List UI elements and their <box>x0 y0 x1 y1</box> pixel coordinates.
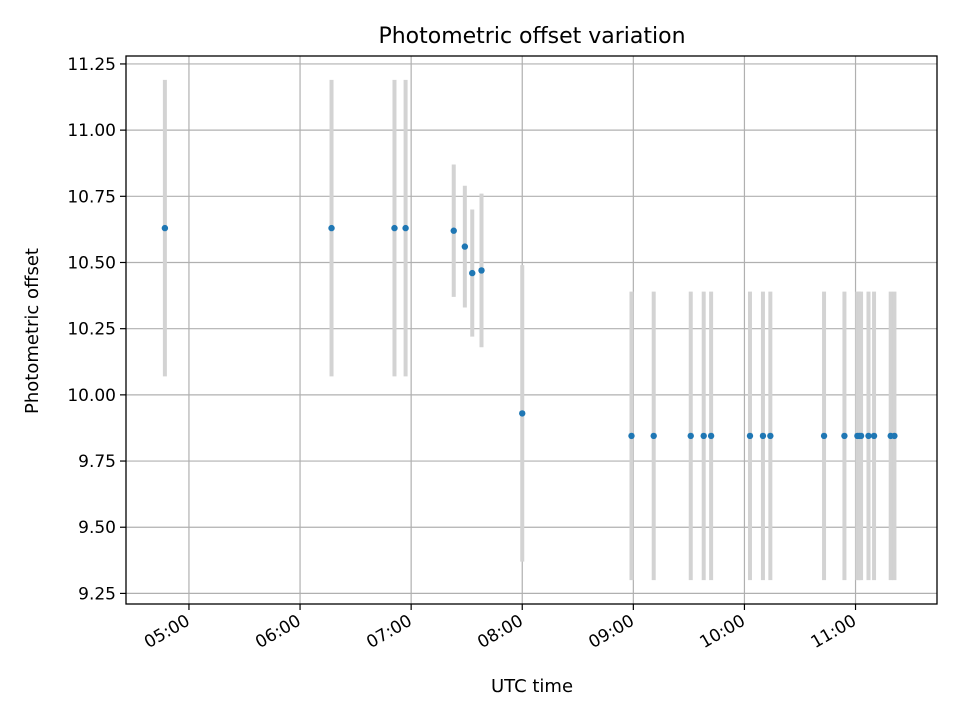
data-point <box>628 432 635 440</box>
data-point <box>870 432 878 440</box>
y-tick-label: 10.25 <box>67 320 116 340</box>
data-point <box>767 432 774 440</box>
y-tick-label: 10.50 <box>67 253 116 273</box>
data-point <box>450 227 457 234</box>
data-point <box>328 224 335 232</box>
y-tick-label: 9.25 <box>78 584 116 604</box>
y-axis-label: Photometric offset <box>22 248 43 414</box>
y-axis-ticks: 9.25 9.50 9.75 10.00 10.25 10.50 10.75 11.00 11.… <box>67 55 126 604</box>
data-point <box>746 432 754 440</box>
data-point <box>820 432 828 440</box>
data-point <box>759 432 767 440</box>
y-tick-label: 9.50 <box>78 518 116 538</box>
data-point <box>841 432 848 440</box>
data-points <box>161 224 898 440</box>
y-tick-label: 10.75 <box>67 187 116 207</box>
data-point <box>650 432 657 440</box>
data-point <box>700 432 707 440</box>
y-tick-label: 11.00 <box>67 121 116 141</box>
data-point <box>161 224 169 232</box>
data-point <box>891 432 898 440</box>
x-axis-label: UTC time <box>491 676 573 697</box>
data-point <box>865 432 872 440</box>
plot-frame <box>125 55 938 605</box>
data-point <box>461 243 469 250</box>
data-point <box>707 432 715 440</box>
data-point <box>402 224 409 232</box>
data-point <box>857 432 865 440</box>
chart-title: Photometric offset variation <box>378 24 685 49</box>
data-point <box>469 269 476 277</box>
data-point <box>519 410 526 417</box>
y-tick-label: 11.25 <box>67 55 116 75</box>
data-point <box>478 267 485 274</box>
y-tick-label: 10.00 <box>67 386 116 406</box>
data-point <box>687 432 694 440</box>
data-point <box>391 224 398 232</box>
y-tick-label: 9.75 <box>78 452 116 472</box>
